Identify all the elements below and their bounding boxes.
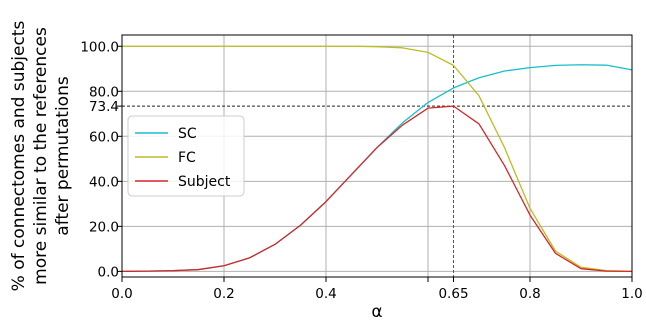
series-line-subject — [121, 105, 633, 273]
legend-box — [127, 115, 245, 197]
reference-lines — [122, 35, 632, 277]
x-tick-label: 0.0 — [111, 286, 132, 302]
legend-label-subject: Subject — [178, 174, 231, 190]
y-axis-title: % of connectomes and subjects more simila… — [9, 21, 73, 292]
x-axis-title: α — [371, 302, 382, 320]
series-line-fc — [122, 45, 633, 273]
y-tick-label: 80.0 — [89, 84, 119, 100]
y-tick-label: 100.0 — [80, 39, 119, 55]
x-tick-label: 0.8 — [519, 286, 540, 302]
plot-frame — [121, 34, 633, 278]
y-tick-label: 40.0 — [89, 174, 119, 190]
y-tick-label: 0.0 — [98, 264, 119, 280]
x-tick-label: 1.0 — [621, 286, 642, 302]
legend-label-sc: SC — [178, 126, 197, 142]
y-axis-title-line: after permutations — [53, 76, 73, 236]
y-tick-label: 73.4 — [89, 99, 119, 115]
legend-label-fc: FC — [178, 150, 196, 166]
y-axis-title-line: more similar to the references — [31, 27, 51, 285]
series-lines — [121, 45, 633, 273]
y-tick-label: 60.0 — [89, 129, 119, 145]
legend: SC FC Subject — [127, 115, 245, 197]
axis-ticks: 0.0 0.2 0.4 0.65 0.8 1.0 0.0 20.0 40.0 60.0 73.480… — [80, 39, 642, 302]
y-axis-title-line: % of connectomes and subjects — [9, 21, 29, 292]
x-tick-label: 0.2 — [213, 286, 234, 302]
x-tick-label: 0.65 — [438, 286, 468, 302]
x-tick-label: 0.4 — [315, 286, 336, 302]
y-tick-label: 20.0 — [89, 219, 119, 235]
